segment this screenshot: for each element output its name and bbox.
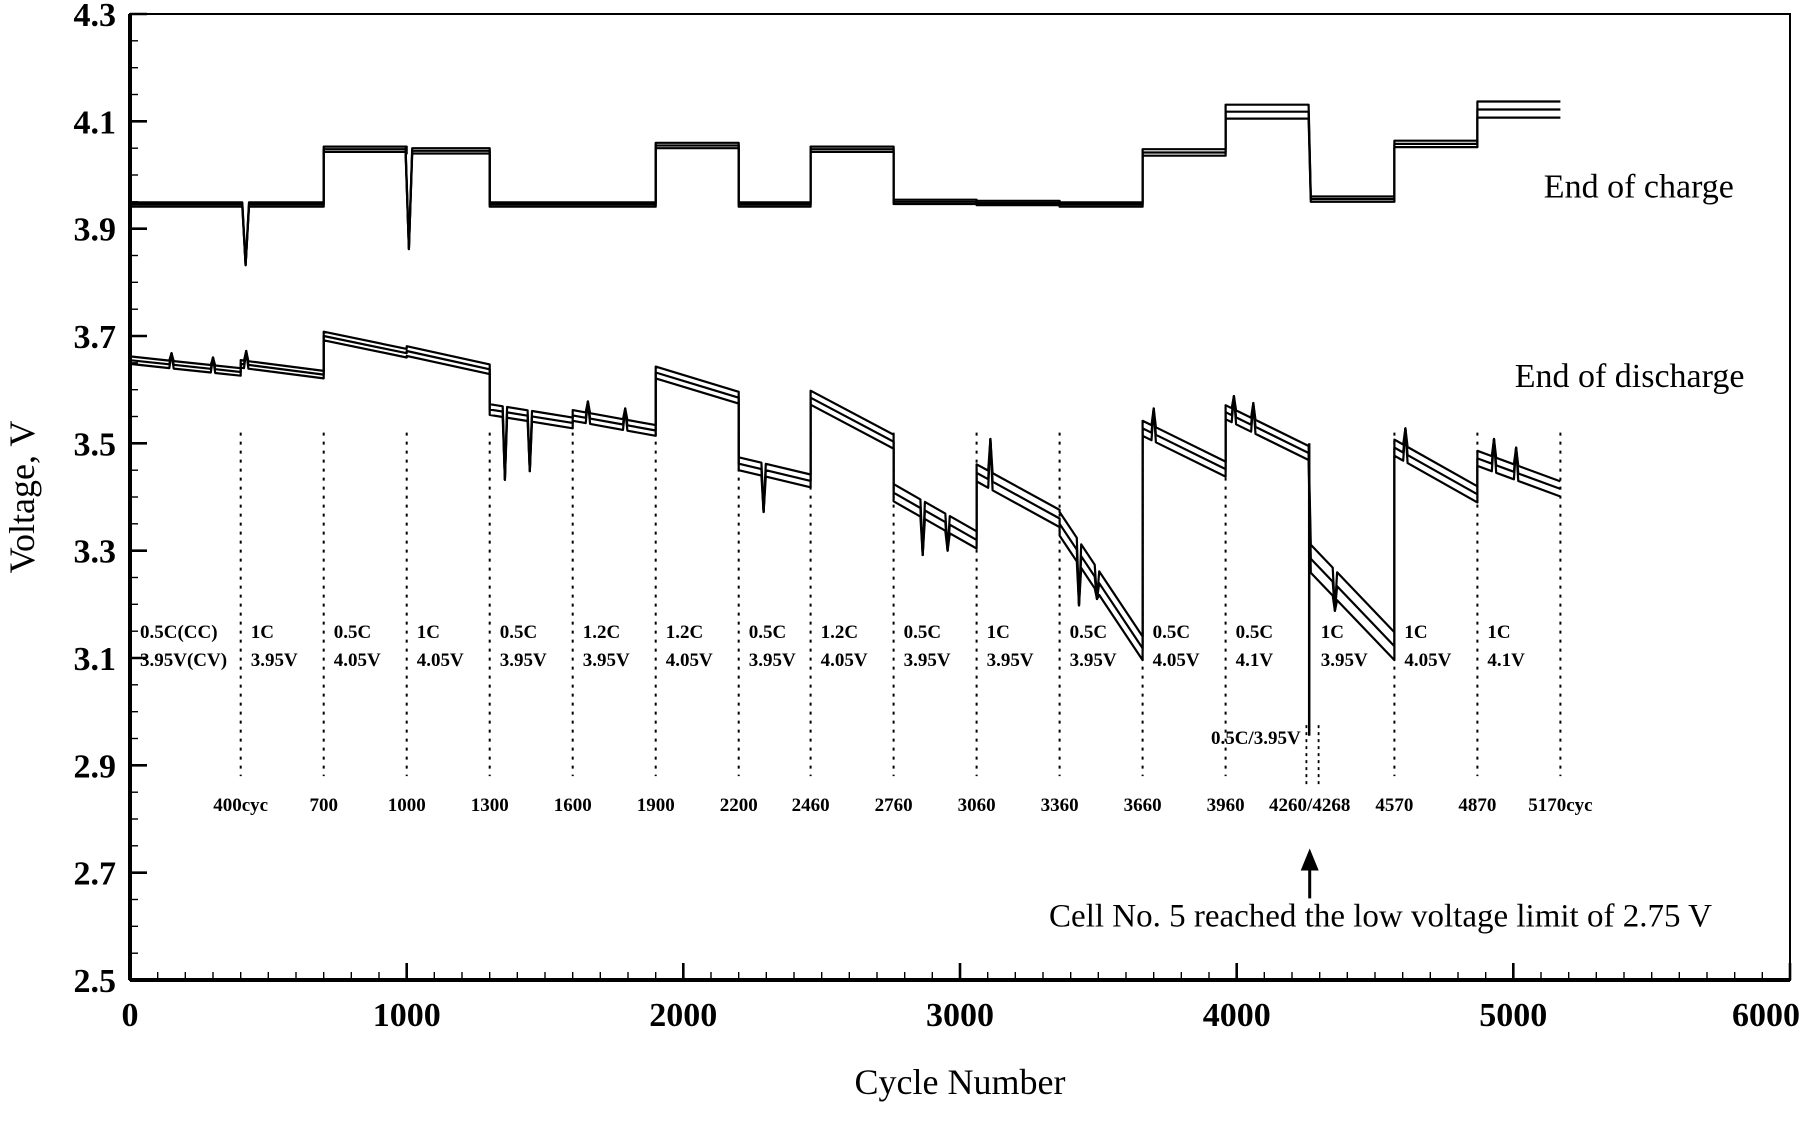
cycle-marker-labels: 400cyc 700 1000 1300 1600 1900 2200 2460 2760 306… xyxy=(213,795,1592,816)
segment-rate-labels: 0.5C(CC) 3.95V(CV) 1C 3.95V 0.5C 4.05V 1C 4.05V… xyxy=(140,622,1525,749)
y-tick-label: 3.3 xyxy=(74,534,117,571)
arrow-up-icon xyxy=(1300,848,1319,871)
segment-voltage: 3.95V xyxy=(749,650,796,671)
x-tick-label: 3000 xyxy=(926,997,994,1034)
cell5-annotation: Cell No. 5 reached the low voltage limit… xyxy=(1049,848,1712,934)
cycle-marker: 4870 xyxy=(1458,795,1496,816)
x-tick-label: 6000 xyxy=(1732,997,1800,1034)
segment-rate: 0.5C(CC) xyxy=(140,622,218,643)
x-tick-label: 2000 xyxy=(649,997,717,1034)
segment-rate: 0.5C xyxy=(1236,622,1273,643)
segment-rate: 1C xyxy=(1404,622,1427,643)
cycle-marker: 700 xyxy=(309,795,338,816)
cycle-marker: 4260/4268 xyxy=(1269,795,1350,816)
segment-rate: 0.5C xyxy=(334,622,371,643)
segment-guides xyxy=(239,432,1562,786)
cycle-marker: 1000 xyxy=(388,795,426,816)
segment-voltage: 4.05V xyxy=(666,650,713,671)
segment-voltage: 4.05V xyxy=(821,650,868,671)
x-tick-label: 0 xyxy=(122,997,139,1034)
series-labels: End of charge End of discharge xyxy=(1515,169,1745,396)
segment-voltage: 3.95V(CV) xyxy=(140,650,227,671)
x-tick-label: 5000 xyxy=(1479,997,1547,1034)
y-axis-title: Voltage, V xyxy=(2,421,42,574)
x-tick-label: 4000 xyxy=(1203,997,1271,1034)
y-tick-label: 2.9 xyxy=(74,748,117,785)
y-tick-label: 4.3 xyxy=(74,0,117,34)
segment-voltage: 4.05V xyxy=(1404,650,1451,671)
x-tick-label: 1000 xyxy=(373,997,441,1034)
segment-rate: 1C xyxy=(417,622,440,643)
segment-rate: 0.5C xyxy=(904,622,941,643)
cycle-marker: 2760 xyxy=(875,795,913,816)
special-segment-label: 0.5C/3.95V xyxy=(1211,728,1301,749)
y-tick-label: 3.1 xyxy=(74,641,117,678)
end-of-discharge-curve xyxy=(129,330,1561,662)
y-tick-label: 3.5 xyxy=(74,426,117,463)
series-label-1: End of discharge xyxy=(1515,358,1745,395)
segment-voltage: 3.95V xyxy=(251,650,298,671)
cycle-marker: 1600 xyxy=(554,795,592,816)
segment-rate: 0.5C xyxy=(1070,622,1107,643)
segment-rate: 1.2C xyxy=(583,622,620,643)
segment-voltage: 3.95V xyxy=(904,650,951,671)
cycle-marker: 1900 xyxy=(637,795,675,816)
segment-rate: 1C xyxy=(987,622,1010,643)
segment-voltage: 4.1V xyxy=(1236,650,1274,671)
axis-titles: Cycle Number Voltage, V xyxy=(2,421,1065,1102)
cycle-marker: 2200 xyxy=(720,795,758,816)
series-label-0: End of charge xyxy=(1544,169,1734,206)
segment-voltage: 4.05V xyxy=(334,650,381,671)
cycle-marker: 3960 xyxy=(1207,795,1245,816)
segment-voltage: 4.05V xyxy=(417,650,464,671)
plot-frame xyxy=(129,13,1791,981)
end-of-charge-curve xyxy=(130,100,1561,267)
segment-rate: 0.5C xyxy=(500,622,537,643)
segment-voltage: 3.95V xyxy=(583,650,630,671)
segment-rate: 1C xyxy=(1487,622,1510,643)
segment-rate: 1.2C xyxy=(821,622,858,643)
segment-rate: 1.2C xyxy=(666,622,703,643)
segment-rate: 1C xyxy=(1321,622,1344,643)
cycle-marker: 2460 xyxy=(792,795,830,816)
cycle-marker: 3360 xyxy=(1041,795,1079,816)
cycle-marker: 3060 xyxy=(958,795,996,816)
y-tick-label: 3.9 xyxy=(74,212,117,249)
cycle-marker: 3660 xyxy=(1124,795,1162,816)
annotation-text: Cell No. 5 reached the low voltage limit… xyxy=(1049,898,1712,934)
cycle-marker: 4570 xyxy=(1375,795,1413,816)
cycle-marker: 1300 xyxy=(471,795,509,816)
axes: 0 1000 2000 3000 4000 5000 6000 2.5 2.7 2.9 3.1 3.3… xyxy=(74,0,1800,1034)
segment-voltage: 3.95V xyxy=(1070,650,1117,671)
y-tick-label: 4.1 xyxy=(74,104,117,141)
segment-voltage: 3.95V xyxy=(987,650,1034,671)
segment-rate: 0.5C xyxy=(749,622,786,643)
segment-rate: 0.5C xyxy=(1153,622,1190,643)
x-axis-title: Cycle Number xyxy=(855,1062,1066,1102)
y-tick-label: 3.7 xyxy=(74,319,117,356)
segment-rate: 1C xyxy=(251,622,274,643)
segment-voltage: 4.1V xyxy=(1487,650,1525,671)
segment-voltage: 3.95V xyxy=(1321,650,1368,671)
cycle-marker: 5170cyc xyxy=(1528,795,1592,816)
segment-voltage: 4.05V xyxy=(1153,650,1200,671)
segment-voltage: 3.95V xyxy=(500,650,547,671)
cycle-marker: 400cyc xyxy=(213,795,268,816)
y-tick-label: 2.5 xyxy=(74,963,117,1000)
y-tick-label: 2.7 xyxy=(74,856,117,893)
